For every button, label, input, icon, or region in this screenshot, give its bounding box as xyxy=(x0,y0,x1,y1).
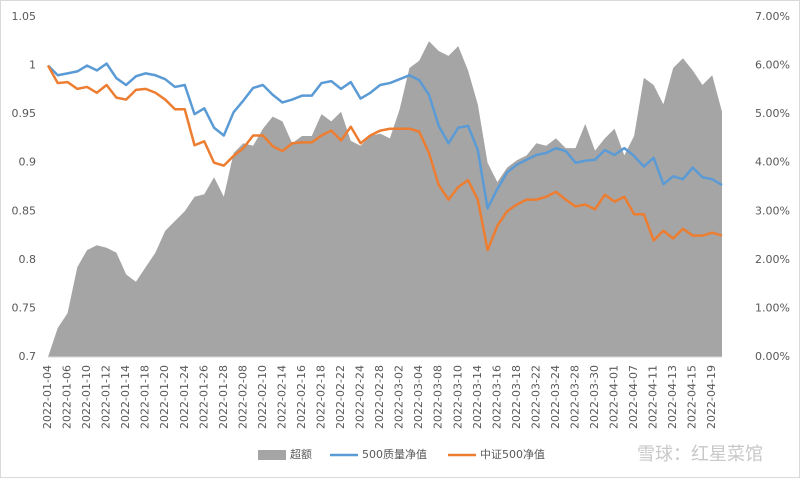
x-tick-label: 2022-01-20 xyxy=(158,365,171,429)
legend-label: 中证500净值 xyxy=(480,447,545,461)
x-tick-label: 2022-03-18 xyxy=(510,365,523,429)
x-tick-label: 2022-02-14 xyxy=(275,365,288,429)
y2-tick-label: 1.00% xyxy=(755,301,790,314)
x-tick-label: 2022-03-30 xyxy=(588,365,601,429)
legend-label: 超额 xyxy=(290,447,312,461)
area xyxy=(48,41,722,358)
y-tick-label: 0.8 xyxy=(19,253,37,266)
x-tick-label: 2022-02-24 xyxy=(354,365,367,429)
x-tick-label: 2022-02-08 xyxy=(236,365,249,429)
y-tick-label: 0.95 xyxy=(12,107,37,120)
legend-swatch xyxy=(258,450,286,460)
x-tick-label: 2022-04-11 xyxy=(647,365,660,429)
x-tick-label: 2022-03-16 xyxy=(490,365,503,429)
x-tick-label: 2022-03-24 xyxy=(549,365,562,429)
x-tick-label: 2022-01-26 xyxy=(197,365,210,429)
y2-tick-label: 6.00% xyxy=(755,59,790,72)
x-tick-label: 2022-04-01 xyxy=(608,365,621,429)
legend-label: 500质量净值 xyxy=(362,447,427,461)
x-tick-label: 2022-01-06 xyxy=(61,365,74,429)
y-tick-label: 0.85 xyxy=(12,204,37,217)
x-tick-label: 2022-04-13 xyxy=(666,365,679,429)
y-tick-label: 0.75 xyxy=(12,301,37,314)
y-tick-label: 1.05 xyxy=(12,10,37,23)
x-tick-label: 2022-02-16 xyxy=(295,365,308,429)
x-tick-label: 2022-04-07 xyxy=(627,365,640,429)
x-tick-label: 2022-01-12 xyxy=(100,365,113,429)
x-tick-label: 2022-02-18 xyxy=(315,365,328,429)
x-tick-label: 2022-01-10 xyxy=(80,365,93,429)
y2-tick-label: 5.00% xyxy=(755,107,790,120)
x-tick-label: 2022-02-28 xyxy=(373,365,386,429)
x-tick-label: 2022-03-04 xyxy=(412,365,425,429)
y-tick-label: 0.9 xyxy=(19,156,37,169)
x-tick-label: 2022-01-04 xyxy=(41,365,54,429)
y-tick-label: 1 xyxy=(29,59,36,72)
x-tick-label: 2022-01-28 xyxy=(217,365,230,429)
x-tick-label: 2022-03-14 xyxy=(471,365,484,429)
x-tick-label: 2022-02-10 xyxy=(256,365,269,429)
x-tick-label: 2022-01-18 xyxy=(139,365,152,429)
x-tick-label: 2022-04-19 xyxy=(705,365,718,429)
y2-tick-label: 7.00% xyxy=(755,10,790,23)
y-tick-label: 0.7 xyxy=(19,350,37,363)
watermark: 雪球：红星菜馆 xyxy=(637,444,763,465)
y2-tick-label: 3.00% xyxy=(755,204,790,217)
x-tick-label: 2022-01-14 xyxy=(119,365,132,429)
y2-tick-label: 0.00% xyxy=(755,350,790,363)
x-tick-label: 2022-03-28 xyxy=(568,365,581,429)
line xyxy=(47,62,723,210)
x-tick-label: 2022-03-02 xyxy=(393,365,406,429)
x-tick-label: 2022-01-24 xyxy=(178,365,191,429)
line xyxy=(46,64,723,252)
x-tick-label: 2022-02-22 xyxy=(334,365,347,429)
y2-tick-label: 4.00% xyxy=(755,156,790,169)
y2-tick-label: 2.00% xyxy=(755,253,790,266)
x-tick-label: 2022-03-22 xyxy=(529,365,542,429)
x-tick-label: 2022-04-15 xyxy=(686,365,699,429)
x-tick-label: 2022-03-08 xyxy=(432,365,445,429)
x-tick-label: 2022-03-10 xyxy=(451,365,464,429)
